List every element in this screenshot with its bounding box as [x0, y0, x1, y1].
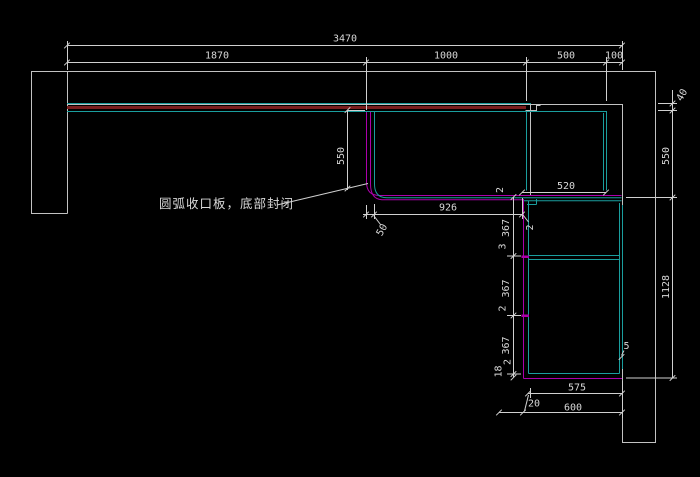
- dimension-ticks: [63, 42, 676, 416]
- annotation-text: 圆弧收口板，底部封闭: [159, 196, 294, 211]
- cabinet-b-magenta: [523, 199, 622, 379]
- dim-926: 926: [439, 203, 457, 214]
- cabinet-b-shelf: [528, 255, 620, 260]
- dim-100: 100: [605, 51, 623, 62]
- dim-600: 600: [564, 403, 582, 414]
- dim-chain-367a: 367: [501, 219, 512, 237]
- cabinet-ur-cyan-box: [526, 111, 607, 191]
- dim-40: 40: [675, 87, 691, 103]
- dim-overall-3470: 3470: [333, 34, 357, 45]
- tick-marks: [63, 42, 676, 416]
- dim-550-right: 550: [661, 147, 672, 165]
- cabinet-upper-right: [526, 104, 607, 205]
- wall-outline: [31, 71, 656, 443]
- cabinet-b-cyan: [528, 201, 623, 374]
- cabinet-b-connector-marks: [521, 255, 529, 317]
- wall-notch: [525, 105, 541, 111]
- dim-1128: 1128: [661, 275, 672, 299]
- cabinet-ul-magenta-inner: [370, 112, 523, 201]
- dim-575: 575: [568, 383, 586, 394]
- dim-chain-3: 3: [498, 243, 509, 249]
- cabinet-upper-left: [366, 112, 622, 202]
- dim-1870: 1870: [205, 51, 229, 62]
- dim-5: 5: [623, 341, 629, 352]
- dim-chain-18: 18: [494, 365, 505, 377]
- countertop: [67, 103, 531, 112]
- dim-chain-2d: 2: [503, 359, 514, 365]
- leader-5: [621, 350, 625, 356]
- dim-2-top: 2: [495, 187, 506, 193]
- dim-50: 50: [375, 222, 391, 238]
- leader-20: [524, 394, 529, 412]
- dim-550-counter: 550: [336, 147, 347, 165]
- cabinet-bottom: [521, 199, 623, 379]
- dim-chain-2c: 2: [498, 305, 509, 311]
- dim-520: 520: [557, 181, 575, 192]
- dim-2-right: 2: [525, 224, 536, 230]
- cabinet-ul-magenta-outer: [366, 112, 622, 196]
- leader-lines: [276, 183, 625, 412]
- extension-lines: [67, 41, 677, 418]
- leader-50: [373, 215, 381, 225]
- dim-1000: 1000: [434, 51, 458, 62]
- dim-chain-367c: 367: [501, 336, 512, 354]
- dim-chain-367b: 367: [501, 279, 512, 297]
- annotation-leader: [276, 183, 369, 206]
- dim-20: 20: [528, 399, 540, 410]
- dim-500: 500: [557, 51, 575, 62]
- cabinet-ul-cyan-mid: [374, 112, 622, 199]
- leader-2b: [522, 214, 529, 223]
- wall-path: [31, 71, 656, 443]
- dimension-labels: 3470 1870 1000 500 100 40 550 1128 550 9…: [159, 34, 690, 414]
- dimension-lines: [67, 41, 677, 418]
